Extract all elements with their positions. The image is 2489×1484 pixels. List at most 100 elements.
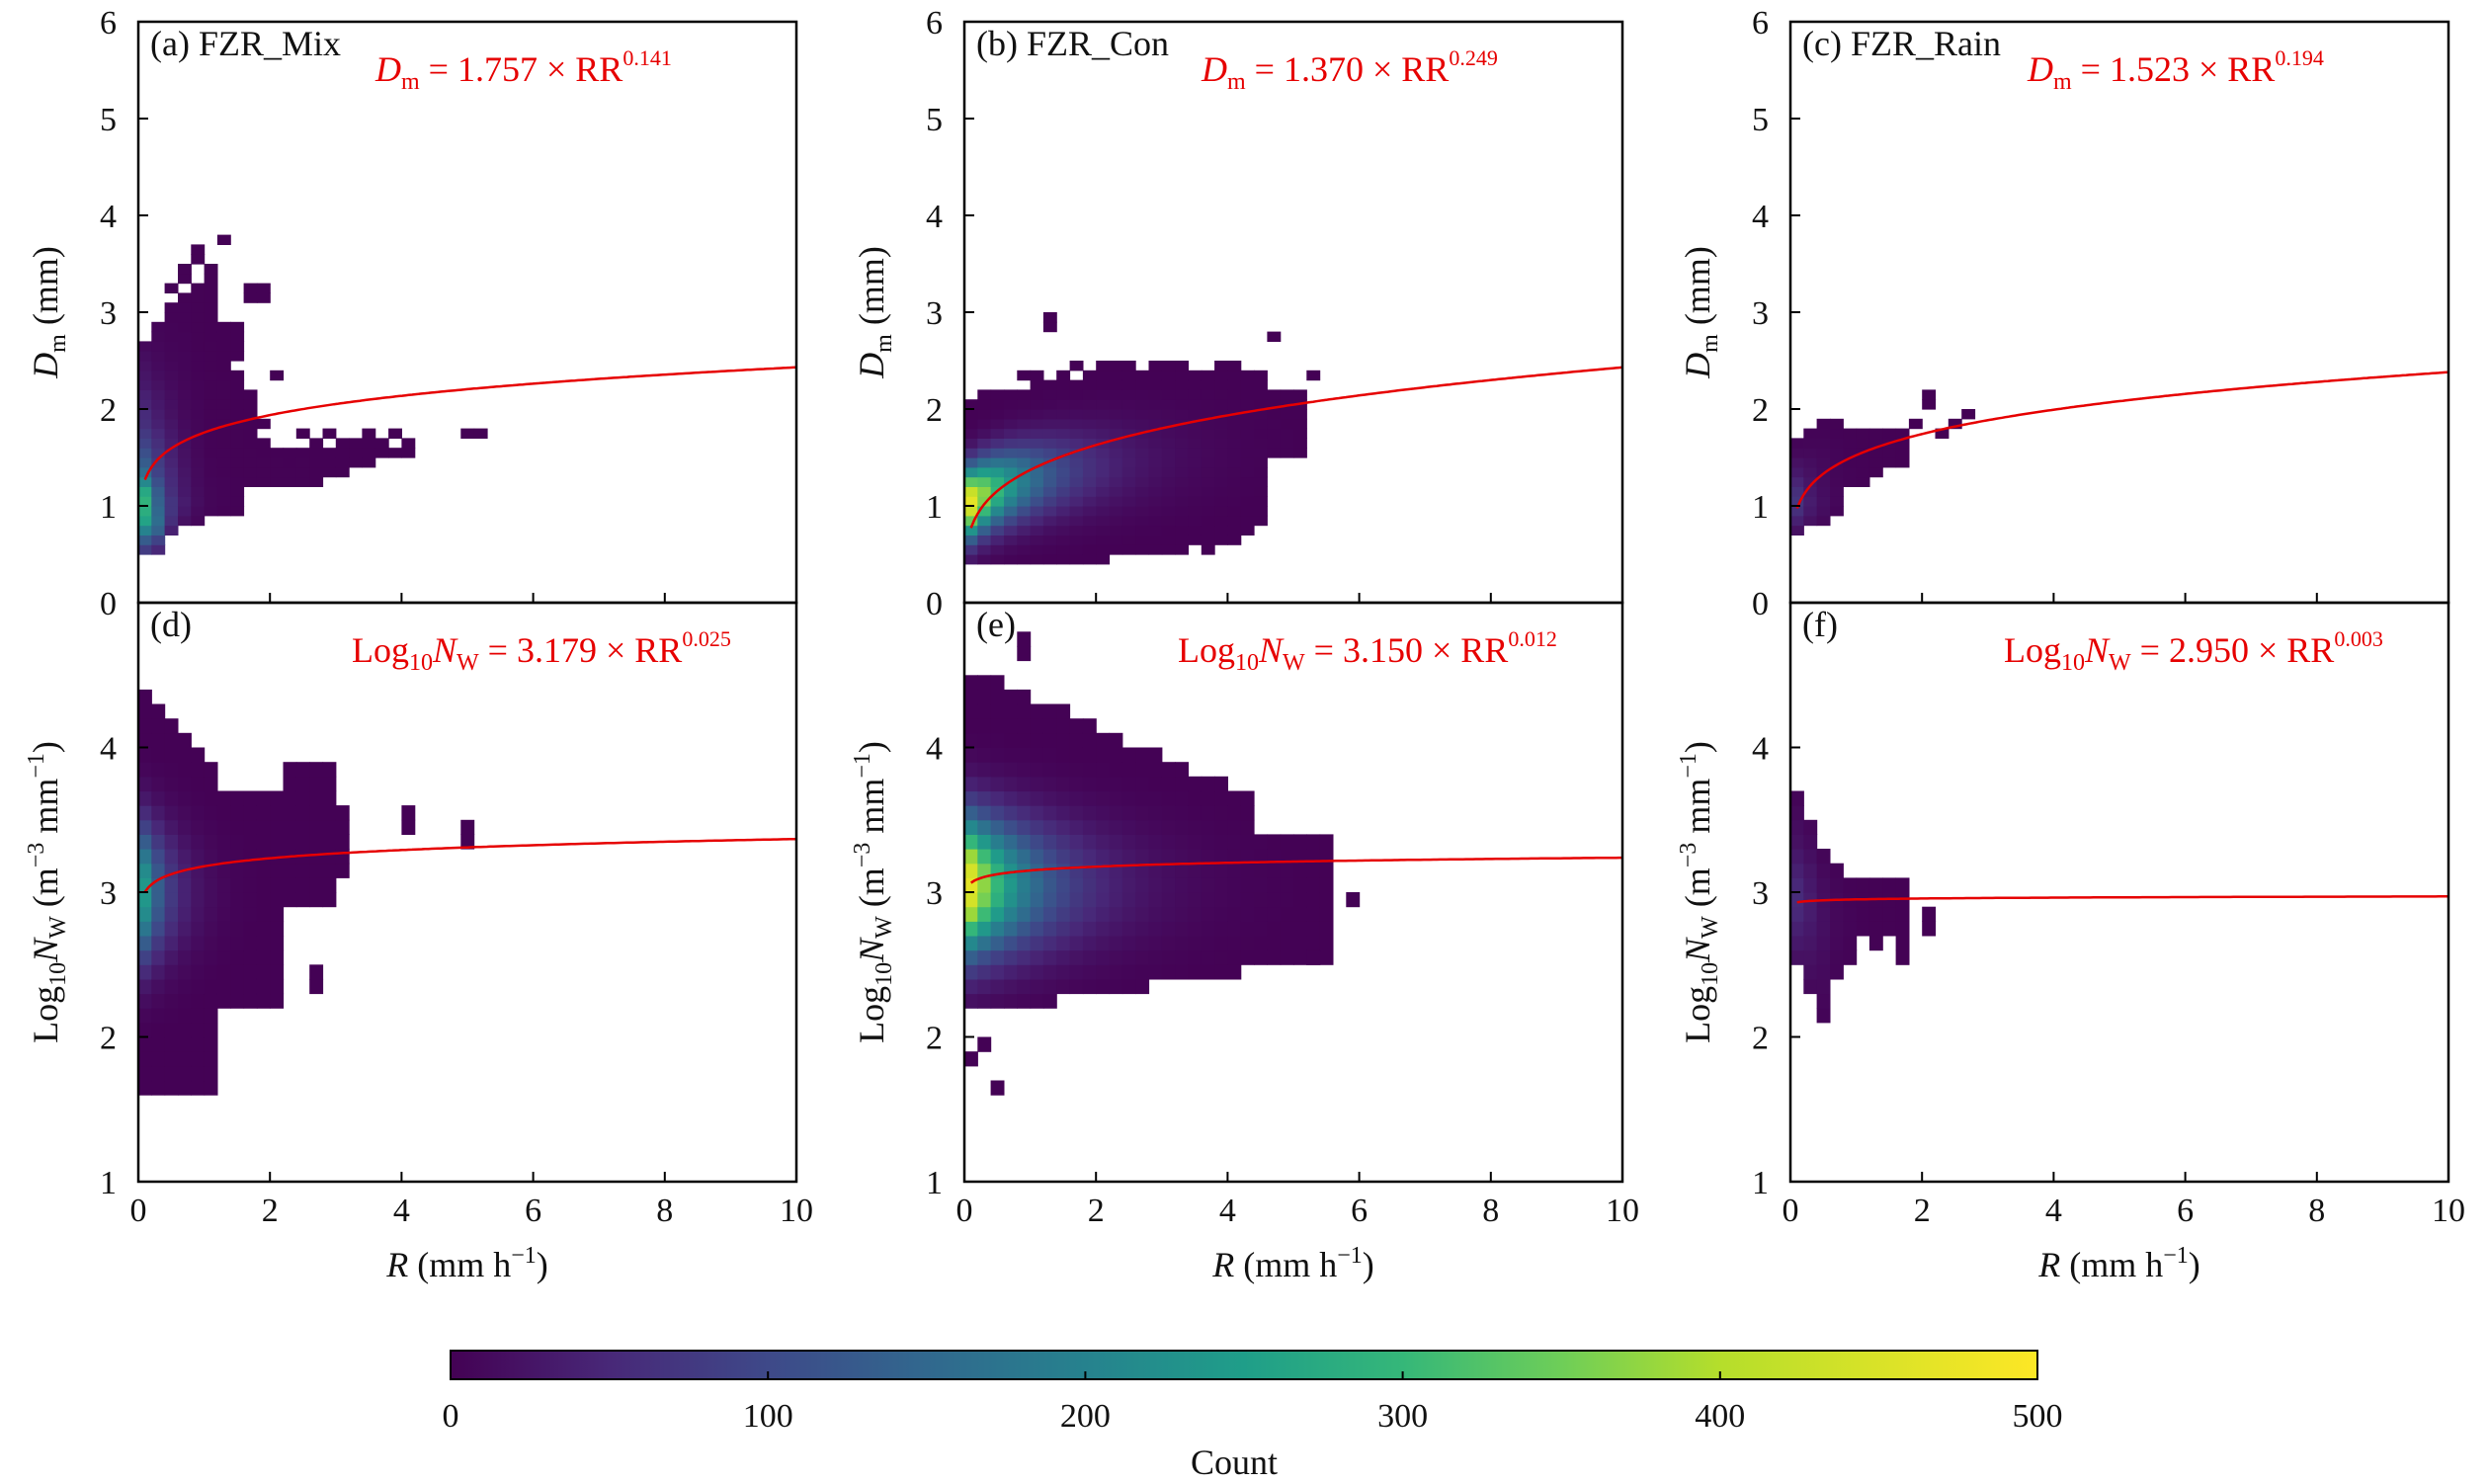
heatmap-cell	[1096, 544, 1111, 555]
heatmap-cell	[1227, 805, 1242, 821]
heatmap-cell	[243, 457, 258, 468]
heatmap-cell	[1188, 819, 1203, 835]
heatmap-cell	[1175, 762, 1189, 778]
heatmap-cell	[1148, 496, 1163, 507]
heatmap-cell	[309, 466, 324, 478]
heatmap-cell	[335, 466, 350, 478]
heatmap-cell	[1109, 525, 1123, 536]
heatmap-cell	[1082, 448, 1097, 458]
heatmap-cell	[1030, 906, 1044, 922]
heatmap-cell	[295, 476, 310, 487]
heatmap-cell	[204, 936, 218, 951]
heatmap-cell	[1121, 506, 1136, 517]
heatmap-cell	[1175, 863, 1189, 878]
heatmap-cell	[1056, 776, 1071, 792]
heatmap-cell	[1004, 849, 1018, 865]
heatmap-cell	[164, 525, 179, 536]
heatmap-cell	[1240, 506, 1255, 517]
heatmap-cell	[1240, 819, 1255, 835]
heatmap-cell	[1214, 457, 1228, 468]
heatmap-cell	[191, 351, 206, 362]
heatmap-cell	[230, 438, 245, 449]
heatmap-cell	[1240, 790, 1255, 806]
heatmap-cell	[1868, 936, 1883, 951]
heatmap-cell	[1096, 418, 1111, 430]
heatmap-cell	[1056, 703, 1071, 719]
heatmap-cell	[1895, 877, 1910, 893]
heatmap-cell	[216, 351, 231, 362]
heatmap-cell	[243, 466, 258, 478]
heatmap-cell	[1069, 732, 1084, 748]
heatmap-cell	[1227, 525, 1242, 536]
heatmap-cell	[1109, 921, 1123, 937]
heatmap-cell	[1069, 544, 1084, 555]
heatmap-cell	[204, 331, 218, 342]
heatmap-cell	[1082, 732, 1097, 748]
heatmap-cell	[1201, 506, 1215, 517]
heatmap-cell	[1895, 438, 1910, 449]
heatmap-cell	[1030, 805, 1044, 821]
heatmap-cell	[1175, 496, 1189, 507]
heatmap-cell	[230, 496, 245, 507]
heatmap-cell	[977, 762, 992, 778]
heatmap-cell	[964, 506, 978, 517]
heatmap-cell	[990, 964, 1005, 980]
heatmap-cell	[1214, 506, 1228, 517]
heatmap-cell	[990, 689, 1005, 705]
heatmap-cell	[1069, 525, 1084, 536]
heatmap-cell	[309, 892, 324, 908]
heatmap-cell	[1188, 964, 1203, 980]
heatmap-cell	[178, 418, 192, 430]
heatmap-cell	[1293, 849, 1307, 865]
heatmap-cell	[1240, 448, 1255, 458]
heatmap-cell	[1121, 978, 1136, 995]
heatmap-cell	[138, 1008, 152, 1024]
heatmap-cell	[1042, 409, 1057, 420]
heatmap-cell	[990, 732, 1005, 748]
heatmap-cell	[216, 849, 231, 865]
heatmap-cell	[164, 921, 179, 937]
heatmap-cell	[1148, 438, 1163, 449]
heatmap-cell	[164, 1065, 179, 1082]
heatmap-cell	[1175, 906, 1189, 922]
heatmap-cell	[1121, 849, 1136, 865]
heatmap-cell	[191, 409, 206, 420]
heatmap-cell	[191, 292, 206, 303]
heatmap-cell	[1056, 718, 1071, 734]
x-tick-label: 0	[130, 1193, 147, 1229]
heatmap-cell	[1069, 849, 1084, 865]
heatmap-cell	[990, 978, 1005, 995]
heatmap-cell	[1030, 762, 1044, 778]
heatmap-cell	[1030, 834, 1044, 850]
y-tick-label: 6	[926, 5, 943, 41]
heatmap-cell	[1254, 877, 1268, 893]
heatmap-cell	[216, 361, 231, 371]
heatmap-cell	[1175, 409, 1189, 420]
heatmap-cell	[1188, 438, 1203, 449]
heatmap-cell	[1306, 877, 1321, 893]
heatmap-cell	[1280, 849, 1294, 865]
heatmap-cell	[1069, 554, 1084, 565]
heatmap-cell	[1148, 790, 1163, 806]
heatmap-cell	[1148, 389, 1163, 400]
heatmap-cell	[1830, 506, 1844, 517]
heatmap-cell	[1161, 921, 1176, 937]
colorbar-tick-label: 400	[1695, 1398, 1745, 1435]
heatmap-cell	[1121, 486, 1136, 497]
heatmap-cell	[1004, 718, 1018, 734]
heatmap-cell	[243, 892, 258, 908]
heatmap-cell	[178, 457, 192, 468]
heatmap-cell	[230, 321, 245, 333]
heatmap-cell	[243, 993, 258, 1009]
x-axis-label: R (mm h−1)	[385, 1243, 548, 1284]
heatmap-cell	[335, 457, 350, 468]
heatmap-cell	[1161, 805, 1176, 821]
heatmap-cell	[1004, 892, 1018, 908]
y-axis-label: Log10NW (m−3 mm−1)	[850, 741, 897, 1043]
heatmap-cell	[1214, 515, 1228, 527]
heatmap-cell	[1346, 892, 1361, 908]
heatmap-cell	[1135, 936, 1150, 951]
heatmap-cell	[138, 418, 152, 430]
heatmap-cell	[1004, 834, 1018, 850]
heatmap-cell	[1056, 418, 1071, 430]
